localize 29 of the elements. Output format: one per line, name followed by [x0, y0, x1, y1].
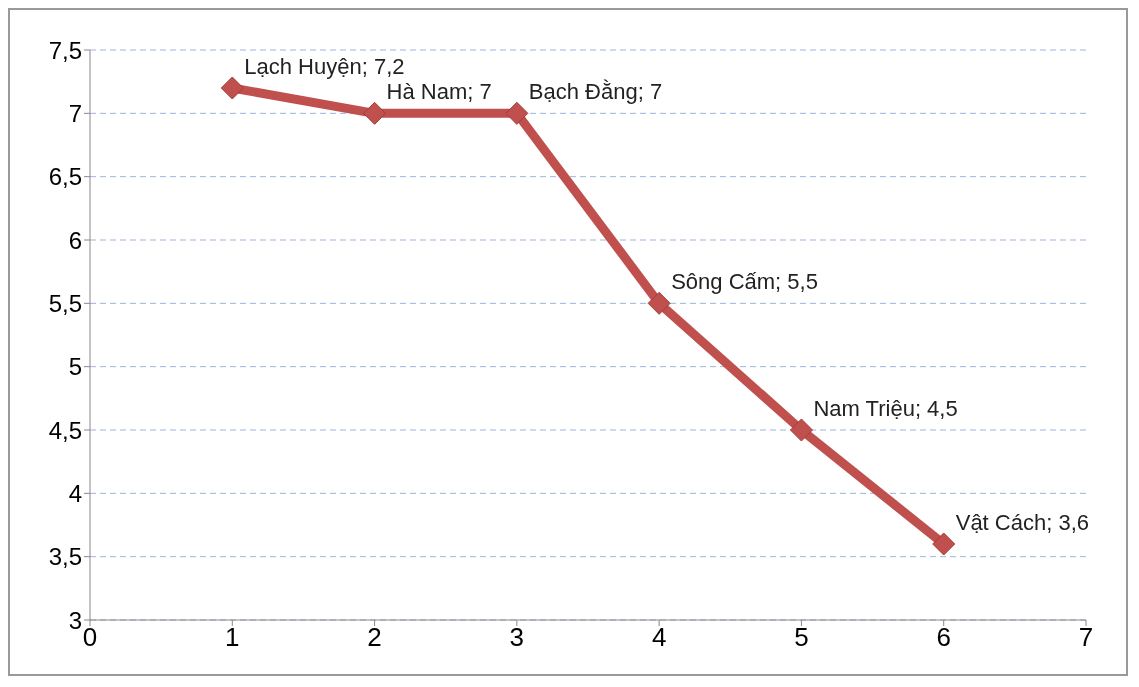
- point: [932, 532, 956, 556]
- x-tick-label: 5: [794, 622, 809, 653]
- point: [363, 101, 387, 125]
- y-tick-label: 6: [68, 226, 82, 254]
- x-tick-label: 3: [509, 622, 525, 653]
- data-label: Vật Cách; 3,6: [955, 510, 1090, 535]
- data-label: Bạch Đằng; 7: [528, 79, 663, 105]
- y-tick-label: 5: [68, 353, 82, 381]
- data-label: Sông Cấm; 5,5: [671, 269, 818, 295]
- point: [220, 76, 244, 100]
- x-tick-label: 2: [367, 622, 382, 653]
- y-tick-label: 7,5: [48, 36, 82, 64]
- x-tick-label: 7: [1078, 622, 1094, 653]
- y-tick-label: 4,5: [48, 416, 82, 444]
- y-tick-label: 7: [68, 99, 82, 127]
- y-tick-label: 4: [68, 479, 82, 507]
- data-label: Lạch Huyện; 7,2: [244, 54, 405, 79]
- point: [505, 101, 529, 125]
- data-label: Nam Triệu; 4,5: [813, 396, 958, 421]
- y-tick-label: 5,5: [48, 289, 82, 317]
- y-tick-label: 3,5: [48, 543, 82, 571]
- point: [647, 291, 671, 315]
- x-tick-label: 1: [225, 622, 240, 653]
- data-label: Hà Nam; 7: [386, 79, 492, 105]
- x-tick-label: 6: [936, 622, 951, 653]
- y-tick-label: 6,5: [48, 163, 82, 191]
- point: [789, 418, 813, 442]
- x-tick-label: 0: [82, 622, 98, 653]
- x-tick-label: 4: [651, 622, 667, 653]
